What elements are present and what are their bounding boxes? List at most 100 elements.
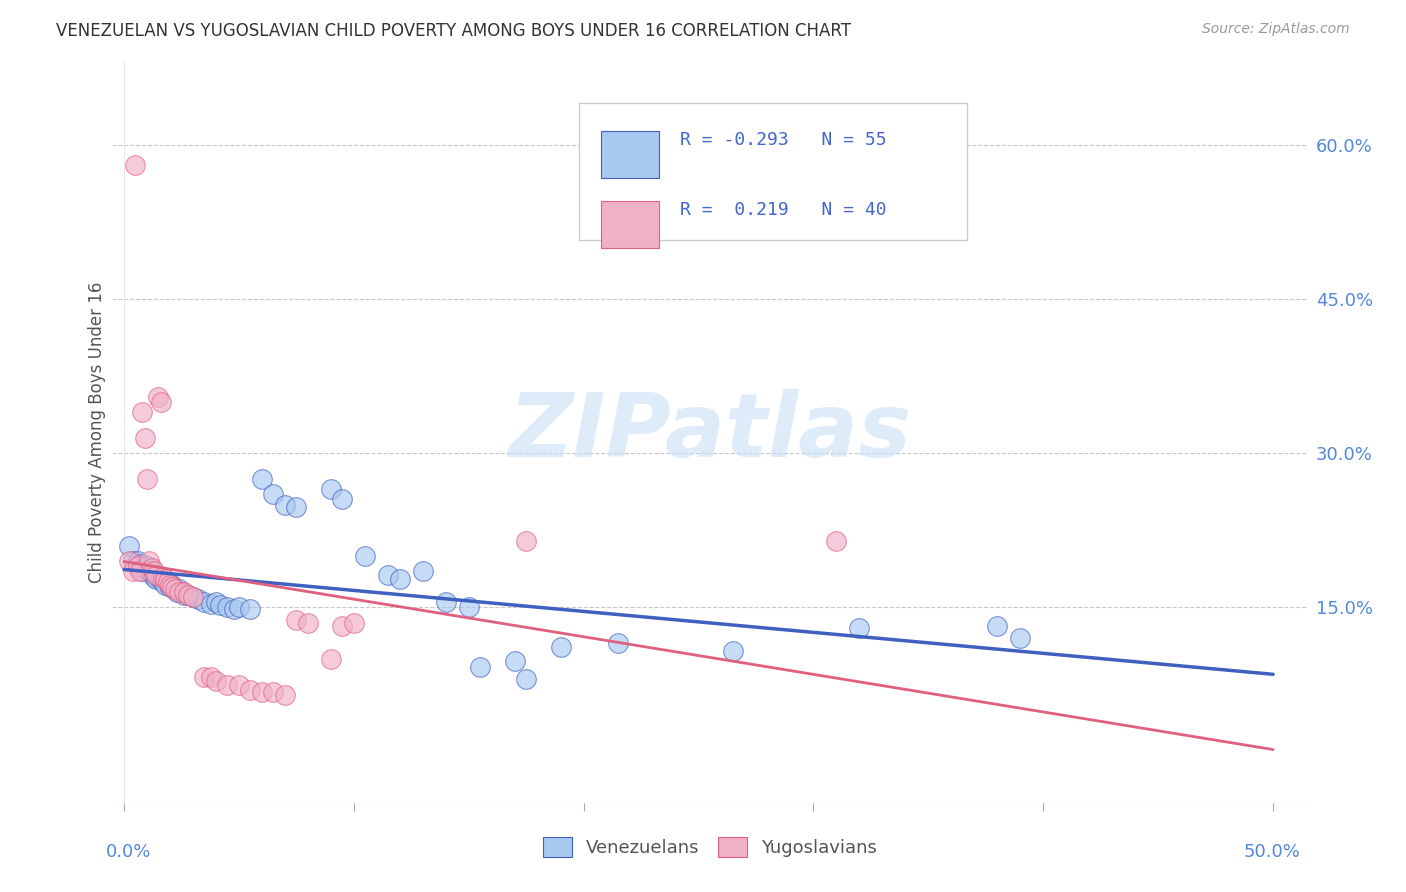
Point <box>177 588 200 602</box>
Point <box>434 595 457 609</box>
Point <box>262 487 284 501</box>
Point <box>239 602 262 616</box>
Point <box>330 619 353 633</box>
Point <box>167 585 190 599</box>
Point <box>343 615 366 630</box>
Point <box>200 598 222 612</box>
Point <box>131 405 153 419</box>
Point <box>412 565 434 579</box>
Text: 0.0%: 0.0% <box>105 843 150 861</box>
Point <box>122 554 145 568</box>
Point <box>193 595 215 609</box>
Point <box>159 578 181 592</box>
Point <box>122 565 145 579</box>
Point <box>173 585 195 599</box>
Point <box>285 500 308 514</box>
Point <box>848 621 870 635</box>
Point <box>354 549 377 563</box>
Point <box>297 615 319 630</box>
Point <box>205 595 228 609</box>
Point <box>250 685 273 699</box>
Point <box>515 673 537 687</box>
Point <box>148 390 170 404</box>
Point <box>145 572 167 586</box>
Point <box>166 585 188 599</box>
Point <box>285 613 308 627</box>
Point <box>177 588 200 602</box>
Point <box>515 533 537 548</box>
Point <box>170 585 193 599</box>
Point <box>173 588 195 602</box>
Point <box>141 566 163 581</box>
Point <box>156 574 179 589</box>
Point <box>149 572 172 586</box>
FancyBboxPatch shape <box>579 103 967 240</box>
Point <box>470 660 492 674</box>
Point <box>217 600 239 615</box>
Point <box>117 554 139 568</box>
Point <box>124 158 146 172</box>
Point <box>721 643 744 657</box>
Point <box>228 677 250 691</box>
Point <box>136 559 159 574</box>
Text: Source: ZipAtlas.com: Source: ZipAtlas.com <box>1202 22 1350 37</box>
Point <box>262 685 284 699</box>
Legend: Venezuelans, Yugoslavians: Venezuelans, Yugoslavians <box>536 830 884 864</box>
Point <box>228 600 250 615</box>
Point <box>209 599 232 613</box>
Point <box>145 567 167 582</box>
Point <box>825 533 848 548</box>
Point <box>181 590 204 604</box>
Point <box>163 582 186 596</box>
Point <box>163 582 186 596</box>
Point <box>205 674 228 689</box>
Point <box>274 688 297 702</box>
Point <box>217 677 239 691</box>
Point <box>186 592 208 607</box>
Point <box>134 431 156 445</box>
Text: R = -0.293   N = 55: R = -0.293 N = 55 <box>681 130 887 149</box>
Point <box>127 559 149 574</box>
Point <box>152 569 174 583</box>
Point <box>129 558 152 572</box>
Point <box>457 600 479 615</box>
Point <box>319 482 342 496</box>
Point <box>550 640 572 654</box>
Point <box>156 574 179 589</box>
Y-axis label: Child Poverty Among Boys Under 16: Child Poverty Among Boys Under 16 <box>87 282 105 583</box>
Point <box>377 567 399 582</box>
Point <box>319 652 342 666</box>
Point <box>141 561 163 575</box>
Point <box>142 569 165 583</box>
Point <box>181 590 204 604</box>
Point <box>131 565 153 579</box>
Point <box>167 582 190 596</box>
Point <box>193 670 215 684</box>
Point <box>200 670 222 684</box>
Text: VENEZUELAN VS YUGOSLAVIAN CHILD POVERTY AMONG BOYS UNDER 16 CORRELATION CHART: VENEZUELAN VS YUGOSLAVIAN CHILD POVERTY … <box>56 22 851 40</box>
Text: 50.0%: 50.0% <box>1244 843 1301 861</box>
Point <box>138 565 160 579</box>
Point <box>503 654 526 668</box>
FancyBboxPatch shape <box>602 201 658 248</box>
Point <box>152 574 174 589</box>
Text: R =  0.219   N = 40: R = 0.219 N = 40 <box>681 201 887 219</box>
Point <box>155 572 177 586</box>
Point <box>274 498 297 512</box>
Text: ZIPatlas: ZIPatlas <box>509 389 911 476</box>
Point <box>149 394 172 409</box>
Point <box>129 565 152 579</box>
Point <box>117 539 139 553</box>
Point <box>986 619 1008 633</box>
Point <box>136 472 159 486</box>
Point <box>142 565 165 579</box>
Point <box>239 682 262 697</box>
Point <box>607 636 630 650</box>
Point <box>330 492 353 507</box>
Point <box>162 580 183 594</box>
Point <box>148 569 170 583</box>
Point <box>127 554 149 568</box>
Point <box>134 561 156 575</box>
FancyBboxPatch shape <box>602 130 658 178</box>
Point <box>138 554 160 568</box>
